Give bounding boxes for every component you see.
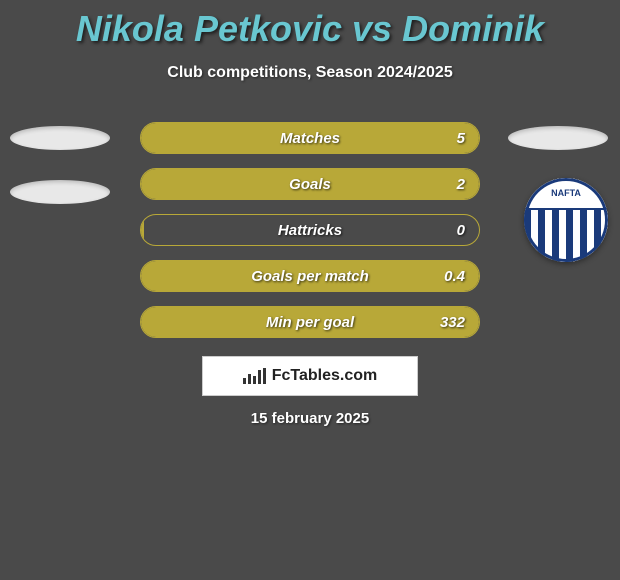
stat-row-goals-per-match: Goals per match 0.4 bbox=[140, 260, 480, 292]
stat-row-goals: Goals 2 bbox=[140, 168, 480, 200]
stat-row-min-per-goal: Min per goal 332 bbox=[140, 306, 480, 338]
stat-label: Matches bbox=[141, 123, 479, 153]
brand-box[interactable]: FcTables.com bbox=[202, 356, 418, 396]
icon-bar bbox=[253, 376, 256, 384]
brand-text: FcTables.com bbox=[272, 367, 378, 385]
subtitle: Club competitions, Season 2024/2025 bbox=[0, 64, 620, 82]
icon-bar bbox=[248, 374, 251, 384]
stats-list: Matches 5 Goals 2 Hattricks 0 Goals per … bbox=[140, 122, 480, 352]
page-title: Nikola Petkovic vs Dominik bbox=[0, 0, 620, 50]
icon-bar bbox=[243, 378, 246, 384]
stat-value: 0 bbox=[457, 215, 465, 245]
placeholder-ellipse bbox=[508, 126, 608, 150]
club-badge-label: NAFTA bbox=[524, 178, 608, 210]
footer-date: 15 february 2025 bbox=[0, 410, 620, 427]
stat-label: Min per goal bbox=[141, 307, 479, 337]
stat-label: Goals bbox=[141, 169, 479, 199]
placeholder-ellipse bbox=[10, 180, 110, 204]
club-badge-stripes bbox=[524, 210, 608, 262]
left-placeholder-group bbox=[10, 126, 110, 234]
bar-chart-icon bbox=[243, 368, 266, 384]
icon-bar bbox=[258, 370, 261, 384]
stat-value: 0.4 bbox=[444, 261, 465, 291]
stat-label: Hattricks bbox=[141, 215, 479, 245]
stat-label: Goals per match bbox=[141, 261, 479, 291]
stat-row-hattricks: Hattricks 0 bbox=[140, 214, 480, 246]
stat-row-matches: Matches 5 bbox=[140, 122, 480, 154]
icon-bar bbox=[263, 368, 266, 384]
right-placeholder-group bbox=[508, 126, 608, 150]
placeholder-ellipse bbox=[10, 126, 110, 150]
stat-value: 2 bbox=[457, 169, 465, 199]
stat-value: 5 bbox=[457, 123, 465, 153]
club-badge: NAFTA bbox=[524, 178, 608, 262]
stat-value: 332 bbox=[440, 307, 465, 337]
